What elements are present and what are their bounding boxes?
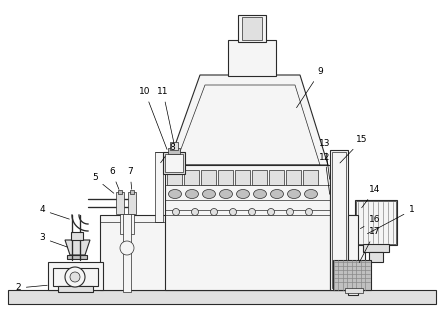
Bar: [269, 170, 284, 185]
Bar: [130, 190, 134, 194]
Text: 8: 8: [161, 142, 175, 163]
Bar: [100, 215, 365, 290]
Text: 3: 3: [39, 233, 67, 247]
Ellipse shape: [237, 189, 249, 198]
Text: 14: 14: [361, 186, 381, 208]
Text: 7: 7: [127, 167, 133, 189]
Text: 11: 11: [157, 88, 175, 145]
Text: 1: 1: [367, 206, 415, 234]
Bar: [48, 262, 103, 290]
Bar: [252, 170, 267, 185]
Bar: [369, 252, 383, 262]
Text: 17: 17: [359, 228, 381, 263]
Circle shape: [268, 208, 275, 215]
Bar: [184, 170, 199, 185]
Bar: [332, 152, 346, 288]
Ellipse shape: [253, 189, 267, 198]
Ellipse shape: [186, 189, 198, 198]
Polygon shape: [65, 240, 90, 255]
Circle shape: [287, 208, 294, 215]
Bar: [330, 150, 348, 290]
Circle shape: [120, 241, 134, 255]
Bar: [363, 244, 389, 252]
Bar: [167, 170, 182, 185]
Text: 9: 9: [296, 68, 323, 108]
Text: 4: 4: [39, 206, 70, 219]
Bar: [218, 170, 233, 185]
Ellipse shape: [168, 189, 182, 198]
Bar: [120, 214, 134, 234]
Circle shape: [70, 272, 80, 282]
Circle shape: [229, 208, 237, 215]
Circle shape: [306, 208, 312, 215]
Ellipse shape: [304, 189, 318, 198]
Bar: [168, 148, 180, 154]
Bar: [155, 152, 163, 222]
Bar: [71, 232, 83, 240]
Ellipse shape: [271, 189, 284, 198]
Circle shape: [210, 208, 218, 215]
Bar: [8, 290, 436, 304]
Text: 2: 2: [15, 284, 47, 293]
Bar: [128, 192, 136, 214]
Text: 12: 12: [319, 152, 330, 194]
Bar: [286, 170, 301, 185]
Ellipse shape: [219, 189, 233, 198]
Bar: [228, 40, 276, 76]
Bar: [58, 286, 93, 292]
Bar: [170, 142, 178, 150]
Polygon shape: [168, 75, 328, 165]
Bar: [356, 201, 396, 244]
Bar: [345, 288, 363, 293]
Text: 13: 13: [319, 138, 331, 179]
Text: 16: 16: [361, 215, 381, 228]
Text: 5: 5: [92, 173, 114, 193]
Bar: [201, 170, 216, 185]
Bar: [123, 214, 131, 292]
Circle shape: [65, 267, 85, 287]
Circle shape: [191, 208, 198, 215]
Text: 10: 10: [139, 88, 167, 149]
Text: 15: 15: [340, 136, 368, 163]
Bar: [67, 255, 87, 259]
Bar: [165, 165, 330, 290]
Bar: [238, 15, 266, 42]
Circle shape: [249, 208, 256, 215]
Bar: [303, 170, 318, 185]
Ellipse shape: [202, 189, 215, 198]
Bar: [116, 192, 124, 214]
Bar: [242, 17, 262, 40]
Text: 6: 6: [109, 167, 119, 189]
Bar: [348, 215, 358, 295]
Bar: [118, 190, 122, 194]
Bar: [333, 260, 371, 290]
Bar: [163, 152, 185, 174]
Circle shape: [172, 208, 179, 215]
Bar: [53, 268, 98, 286]
Bar: [235, 170, 250, 185]
Bar: [355, 200, 397, 245]
Bar: [165, 154, 183, 172]
Ellipse shape: [288, 189, 300, 198]
